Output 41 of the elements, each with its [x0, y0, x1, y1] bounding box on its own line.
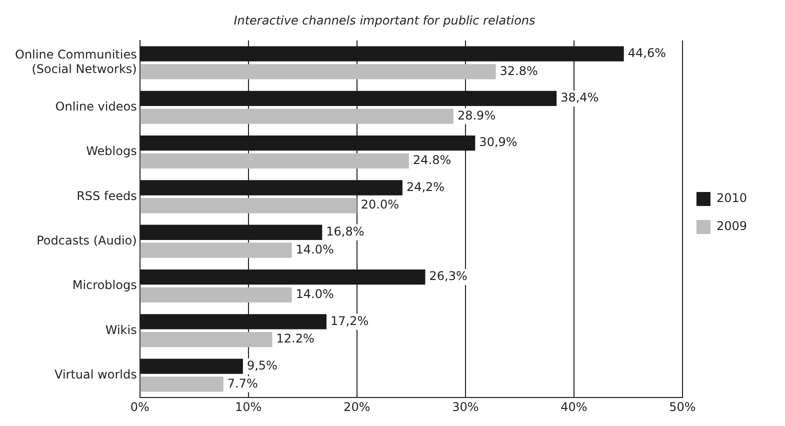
data-label: 20.0% — [360, 198, 400, 212]
bar — [140, 153, 409, 169]
data-label: 26,3% — [429, 269, 468, 284]
bar — [140, 108, 454, 124]
x-tick-label: 0% — [130, 400, 150, 414]
data-label: 30,9% — [479, 135, 518, 150]
x-tick-label: 30% — [452, 400, 479, 414]
data-label: 17,2% — [330, 314, 369, 328]
legend-label: 2010 — [716, 191, 748, 206]
bar — [140, 198, 357, 214]
legend-label: 2009 — [716, 219, 748, 234]
x-tick-label: 50% — [669, 400, 696, 414]
data-label: 38,4% — [560, 90, 599, 105]
y-tick-label: Online Communities (Social Networks) — [14, 48, 137, 76]
bar — [140, 376, 224, 392]
x-tick-label: 10% — [235, 400, 262, 414]
y-tick-label: Wikis — [105, 322, 137, 337]
y-tick-label: RSS feeds — [76, 188, 137, 203]
bar — [140, 287, 292, 302]
data-label: 9,5% — [246, 358, 278, 372]
data-label: 44,6% — [628, 46, 666, 60]
bar — [140, 64, 496, 80]
y-tick-label: Weblogs — [86, 144, 137, 158]
bar — [140, 332, 272, 348]
data-label: 14.0% — [296, 287, 334, 302]
bar — [140, 242, 292, 258]
data-label: 7.7% — [227, 376, 258, 390]
y-tick-label: Virtual worlds — [54, 367, 137, 382]
x-tick-label: 40% — [560, 400, 588, 414]
chart-title: Interactive channels important for public relations — [234, 13, 536, 28]
data-label: 14.0% — [296, 242, 334, 256]
data-label: 24.8% — [412, 153, 452, 168]
y-tick-label: Podcasts (Audio) — [36, 233, 137, 248]
data-label: 12.2% — [276, 332, 314, 346]
x-tick-label: 20% — [344, 400, 370, 414]
data-label: 24,2% — [406, 180, 445, 194]
data-label: 32.8% — [500, 64, 538, 78]
y-tick-label: Microblogs — [72, 278, 137, 292]
data-label: 28.9% — [457, 108, 496, 122]
data-label: 16,8% — [326, 224, 364, 239]
y-tick-label: Online videos — [55, 100, 137, 114]
